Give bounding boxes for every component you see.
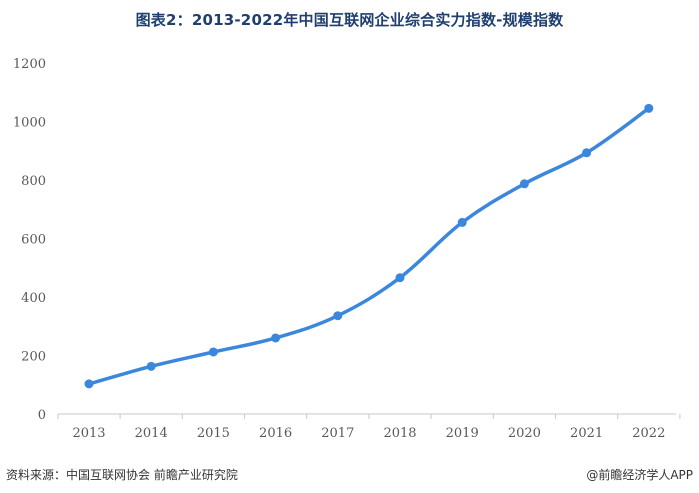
y-tick-label: 0 [38, 408, 46, 423]
data-point [333, 311, 343, 321]
y-axis-tick-labels: 0 200 400 600 800 1000 1200 [13, 57, 46, 423]
y-tick-label: 1000 [13, 116, 46, 131]
data-point [84, 379, 94, 389]
source-note: 资料来源：中国互联网协会 前瞻产业研究院 [6, 468, 238, 482]
chart-title: 图表2：2013-2022年中国互联网企业综合实力指数-规模指数 [135, 11, 564, 29]
y-tick-label: 800 [21, 174, 46, 189]
x-tick-label: 2017 [321, 426, 354, 441]
data-point [457, 217, 467, 227]
y-tick-label: 400 [21, 291, 46, 306]
data-point [644, 103, 654, 113]
x-tick-label: 2015 [197, 426, 230, 441]
y-tick-label: 200 [21, 350, 46, 365]
x-tick-label: 2013 [72, 426, 105, 441]
data-point [146, 361, 156, 371]
brand-credit: @前瞻经济学人APP [586, 468, 693, 482]
data-point [208, 347, 218, 357]
data-point [271, 333, 281, 343]
x-tick-label: 2014 [135, 426, 168, 441]
data-point [582, 148, 592, 158]
x-tick-label: 2016 [259, 426, 292, 441]
y-tick-label: 1200 [13, 57, 46, 72]
data-points [84, 103, 654, 389]
x-tick-label: 2018 [383, 426, 416, 441]
x-tick-label: 2022 [632, 426, 665, 441]
series-line [87, 106, 651, 386]
x-axis-tick-marks [57, 414, 681, 419]
x-tick-label: 2020 [508, 426, 541, 441]
data-point [395, 273, 405, 283]
data-point [519, 179, 529, 189]
y-tick-label: 600 [21, 233, 46, 248]
x-axis-tick-labels: 2013 2014 2015 2016 2017 2018 2019 2020 2021 2022 [72, 426, 665, 441]
x-tick-label: 2021 [570, 426, 603, 441]
x-tick-label: 2019 [446, 426, 479, 441]
